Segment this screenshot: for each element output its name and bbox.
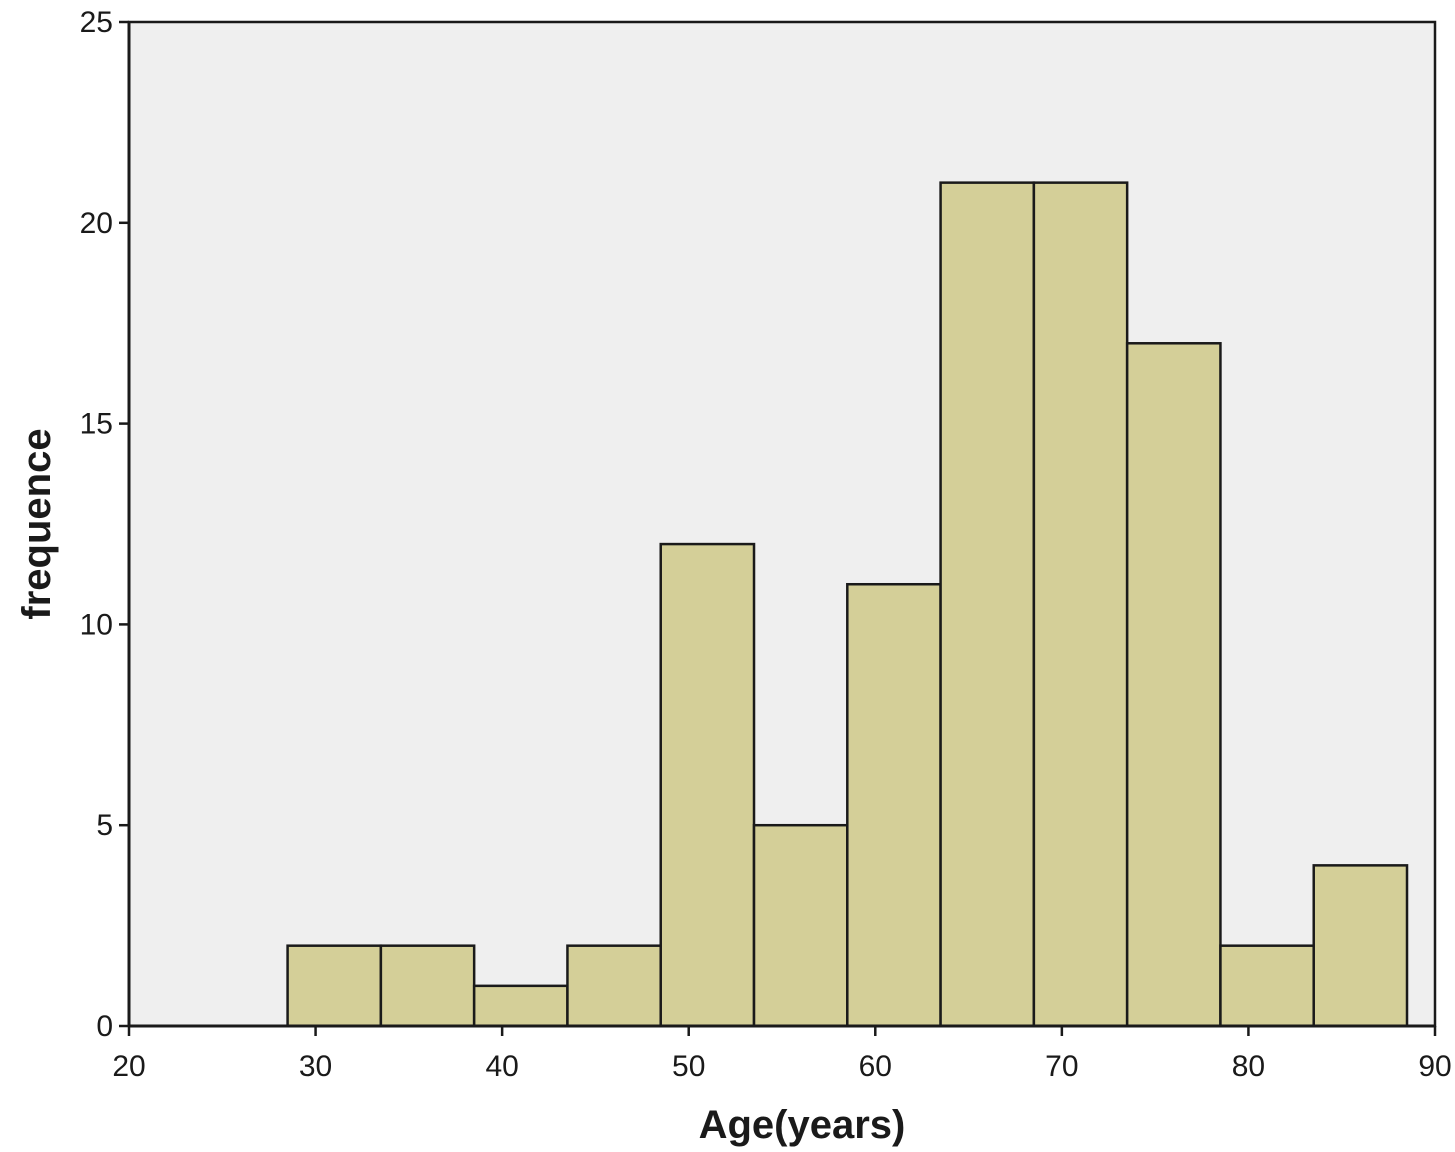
x-tick-label-20: 20: [112, 1050, 145, 1083]
histogram-bar-9: [1032, 181, 1129, 1028]
y-axis-title: frequence: [15, 428, 59, 619]
histogram-bar-7: [846, 582, 942, 1028]
y-tick-label-5: 5: [96, 809, 113, 842]
histogram-bar-6: [752, 823, 849, 1028]
x-axis-title: Age(years): [699, 1103, 906, 1147]
x-tick-label-40: 40: [485, 1050, 518, 1083]
histogram-bar-1: [286, 944, 383, 1028]
y-tick-label-10: 10: [80, 608, 113, 641]
x-tick-label-60: 60: [859, 1050, 892, 1083]
histogram-bar-12: [1312, 864, 1409, 1028]
x-tick-label-70: 70: [1045, 1050, 1078, 1083]
histogram-bar-2: [379, 944, 476, 1028]
x-tick-label-90: 90: [1418, 1050, 1451, 1083]
y-tick-label-20: 20: [80, 207, 113, 240]
y-tick-label-25: 25: [80, 6, 113, 39]
x-tick-label-50: 50: [672, 1050, 705, 1083]
histogram-bar-4: [566, 944, 662, 1028]
y-tick-label-15: 15: [80, 408, 113, 441]
axes-group: 20 30 40 50 60 70 80 90 0 5 10 15 20 25: [80, 6, 1452, 1083]
x-tick-label-30: 30: [299, 1050, 332, 1083]
histogram-bar-5: [659, 542, 756, 1028]
histogram-bar-8: [939, 181, 1036, 1028]
histogram-bar-10: [1125, 342, 1222, 1028]
histogram-bar-3: [472, 984, 569, 1028]
y-tick-label-0: 0: [96, 1010, 113, 1043]
x-tick-label-80: 80: [1232, 1050, 1265, 1083]
histogram-bar-11: [1219, 944, 1315, 1028]
